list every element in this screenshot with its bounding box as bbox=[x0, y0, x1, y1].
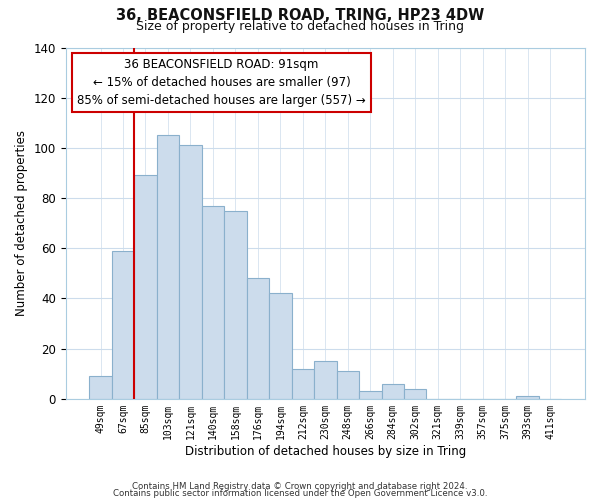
Bar bbox=[359, 392, 382, 399]
Bar bbox=[202, 206, 224, 399]
Text: Size of property relative to detached houses in Tring: Size of property relative to detached ho… bbox=[136, 20, 464, 33]
Bar bbox=[314, 361, 337, 399]
Text: Contains HM Land Registry data © Crown copyright and database right 2024.: Contains HM Land Registry data © Crown c… bbox=[132, 482, 468, 491]
Text: Contains public sector information licensed under the Open Government Licence v3: Contains public sector information licen… bbox=[113, 488, 487, 498]
Text: 36, BEACONSFIELD ROAD, TRING, HP23 4DW: 36, BEACONSFIELD ROAD, TRING, HP23 4DW bbox=[116, 8, 484, 22]
Bar bbox=[517, 396, 539, 399]
Bar bbox=[134, 176, 157, 399]
Text: 36 BEACONSFIELD ROAD: 91sqm
← 15% of detached houses are smaller (97)
85% of sem: 36 BEACONSFIELD ROAD: 91sqm ← 15% of det… bbox=[77, 58, 366, 107]
Bar bbox=[247, 278, 269, 399]
Bar bbox=[157, 136, 179, 399]
X-axis label: Distribution of detached houses by size in Tring: Distribution of detached houses by size … bbox=[185, 444, 466, 458]
Y-axis label: Number of detached properties: Number of detached properties bbox=[15, 130, 28, 316]
Bar bbox=[179, 146, 202, 399]
Bar bbox=[292, 368, 314, 399]
Bar bbox=[382, 384, 404, 399]
Bar bbox=[112, 251, 134, 399]
Bar bbox=[269, 294, 292, 399]
Bar bbox=[404, 389, 427, 399]
Bar bbox=[337, 371, 359, 399]
Bar bbox=[89, 376, 112, 399]
Bar bbox=[224, 210, 247, 399]
